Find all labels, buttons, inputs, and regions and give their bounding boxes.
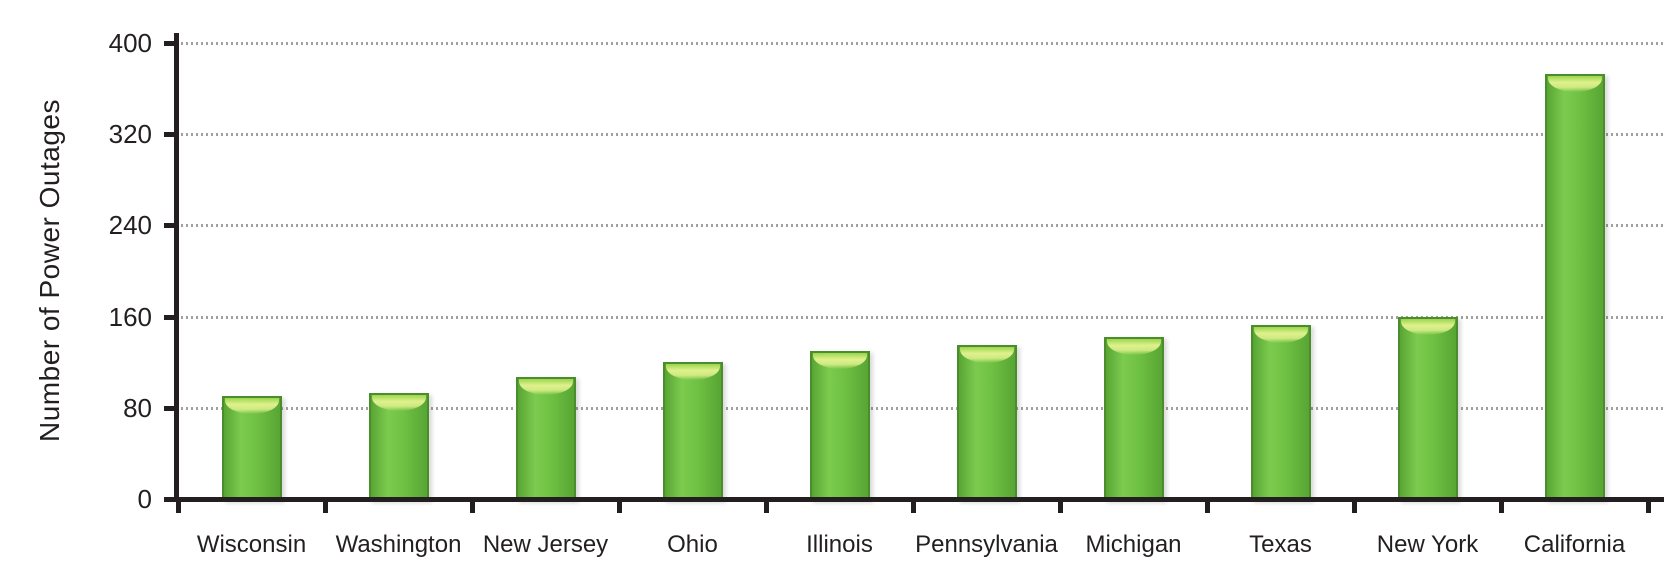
x-tick-label-michigan: Michigan: [1085, 531, 1182, 558]
x-axis-tick-6: [1058, 500, 1063, 513]
y-axis-tick-320: [164, 132, 176, 138]
gridline-320: [181, 133, 1664, 137]
gridline-160: [181, 315, 1664, 319]
x-axis-tick-7: [1205, 500, 1210, 513]
bar-texas: [1250, 324, 1311, 501]
x-axis-tick-9: [1499, 500, 1504, 513]
x-tick-label-ohio: Ohio: [667, 531, 718, 558]
bar-washington: [368, 392, 429, 501]
y-tick-label-400: 400: [108, 28, 152, 58]
bar-gloss-highlight: [1400, 318, 1455, 335]
bar-gloss-highlight: [371, 394, 426, 411]
y-tick-label-240: 240: [108, 210, 152, 241]
x-tick-label-wisconsin: Wisconsin: [196, 531, 307, 558]
x-tick-label-pennsylvania: Pennsylvania: [915, 531, 1058, 558]
y-tick-label-0: 0: [137, 484, 152, 514]
gridline-400: [181, 42, 1664, 45]
y-axis-tick-160: [164, 314, 176, 320]
x-axis-tick-0: [176, 500, 181, 513]
gridline-80: [181, 406, 1664, 410]
bar-wisconsin: [221, 396, 282, 501]
bar-pennsylvania: [956, 345, 1017, 501]
bar-california: [1544, 73, 1605, 501]
x-axis-tick-4: [764, 500, 769, 513]
x-axis-tick-5: [911, 500, 916, 513]
bar-illinois: [809, 350, 870, 501]
x-axis-tick-10: [1646, 500, 1651, 513]
y-axis-tick-400: [164, 41, 176, 46]
y-axis-title: Number of Power Outages: [34, 99, 65, 443]
bar-gloss-highlight: [224, 398, 279, 415]
bar-gloss-highlight: [1253, 326, 1308, 343]
x-axis-line: [164, 497, 1664, 502]
x-tick-label-illinois: Illinois: [806, 531, 873, 558]
x-tick-label-washington: Washington: [335, 531, 462, 558]
gridline-240: [181, 224, 1664, 228]
x-tick-label-new-york: New York: [1376, 531, 1479, 558]
y-axis-tick-240: [164, 223, 176, 229]
x-axis-tick-3: [617, 500, 622, 513]
bar-michigan: [1103, 337, 1164, 501]
y-tick-label-160: 160: [108, 301, 152, 332]
bar-gloss-highlight: [665, 364, 720, 381]
bar-gloss-highlight: [1106, 339, 1161, 356]
bar-gloss-highlight: [959, 347, 1014, 364]
y-tick-label-80: 80: [123, 392, 152, 423]
bar-gloss-highlight: [1547, 75, 1602, 92]
y-tick-label-320: 320: [108, 119, 152, 150]
x-axis-tick-8: [1352, 500, 1357, 513]
y-axis-tick-0: [164, 497, 176, 502]
x-axis-tick-1: [323, 500, 328, 513]
x-tick-label-california: California: [1523, 531, 1626, 558]
y-axis-line: [174, 33, 179, 501]
x-tick-label-new-jersey: New Jersey: [482, 531, 609, 558]
y-axis-tick-80: [164, 405, 176, 411]
bar-gloss-highlight: [812, 352, 867, 369]
bar-ohio: [662, 362, 723, 501]
x-axis-tick-2: [470, 500, 475, 513]
bar-gloss-highlight: [518, 379, 573, 396]
bar-new-jersey: [515, 377, 576, 501]
x-tick-label-texas: Texas: [1249, 531, 1312, 558]
bar-new-york: [1397, 316, 1458, 501]
